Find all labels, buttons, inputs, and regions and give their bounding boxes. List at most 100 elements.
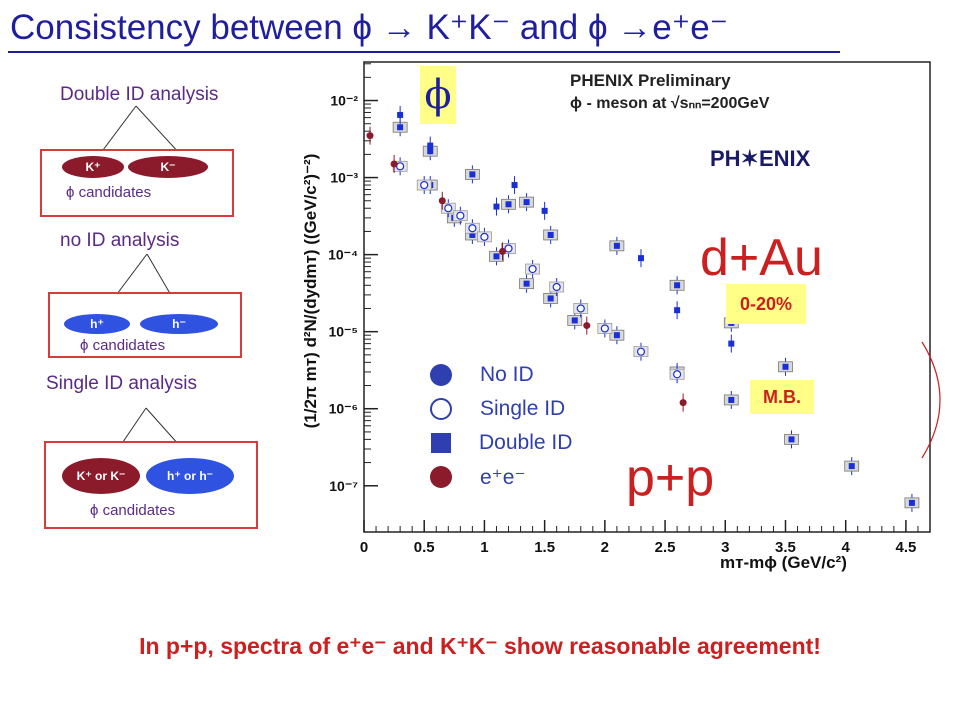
plot-area (363, 61, 931, 533)
page-title: Consistency between ϕ → K⁺K⁻ and ϕ →e⁺e⁻ (10, 8, 729, 47)
data-point (523, 199, 530, 206)
k-plus-pill: K⁺ (62, 156, 124, 178)
y-tick-label: 10⁻⁶ (329, 401, 358, 417)
data-point (613, 242, 620, 249)
hadron-either-pill: h⁺ or h⁻ (146, 458, 234, 494)
y-tick-label: 10⁻⁷ (329, 478, 358, 494)
filled-circle-red-icon (430, 466, 452, 488)
data-point (456, 211, 465, 220)
data-point (523, 280, 530, 287)
data-point (636, 347, 646, 356)
x-axis-label: mᴛ-mϕ (GeV/c²) (720, 553, 847, 572)
data-point (438, 197, 446, 205)
x-tick-label: 3.5 (775, 539, 796, 556)
double-id-heading: Double ID analysis (60, 84, 219, 105)
data-point (493, 203, 500, 210)
data-point (468, 224, 477, 233)
data-point (552, 282, 561, 292)
data-point (547, 231, 554, 238)
data-point (528, 264, 537, 274)
x-tick-label: 2.5 (655, 539, 676, 556)
centrality-0-20-tag: 0-20% (726, 284, 806, 324)
bracket-curve (921, 341, 941, 459)
data-point (397, 124, 404, 131)
data-point (547, 295, 554, 302)
data-point (674, 307, 681, 314)
legend-item-double-id: Double ID (430, 426, 572, 460)
open-circle-icon (430, 398, 452, 420)
data-point (788, 436, 795, 443)
data-point (728, 396, 735, 403)
data-point (480, 232, 489, 241)
plot-frame (363, 61, 931, 533)
double-id-candidates: ϕ candidates (66, 184, 152, 201)
phi-label: ϕ (420, 66, 456, 124)
data-point (397, 111, 404, 118)
data-point (541, 207, 548, 214)
data-point (782, 363, 789, 370)
data-point (674, 282, 681, 289)
series-open-circle (392, 157, 685, 384)
data-point (571, 317, 578, 324)
filled-circle-icon (430, 364, 452, 386)
k-minus-pill: K⁻ (128, 156, 208, 178)
x-tick-label: 1.5 (534, 539, 555, 556)
y-tick-label: 10⁻³ (330, 170, 358, 186)
data-point (848, 463, 855, 470)
x-tick-label: 1 (480, 539, 488, 556)
kaon-either-pill: K⁺ or K⁻ (62, 458, 140, 494)
data-point (679, 399, 687, 407)
y-tick-label: 10⁻² (330, 93, 358, 109)
data-point (908, 499, 915, 506)
data-point (505, 201, 512, 208)
title-underline (8, 51, 840, 53)
series-filled-circle-red (366, 126, 687, 412)
x-tick-label: 2 (601, 539, 609, 556)
phi-spectra-chart: 0 0.5 1 1.5 2 2.5 3 3.5 4 4.5 10⁻² 10⁻³ 10⁻⁴ 10⁻⁵ 10⁻⁶… (301, 61, 931, 572)
y-tick-label: 10⁻⁴ (328, 247, 358, 263)
phenix-logo: PH✶ENIX (710, 146, 811, 171)
data-point (498, 247, 506, 255)
data-point (427, 142, 434, 149)
data-point (600, 324, 609, 333)
legend-item-single-id: Single ID (430, 392, 572, 426)
double-id-tree (99, 105, 181, 154)
x-tick-label: 4.5 (895, 539, 916, 556)
h-minus-pill: h⁻ (140, 314, 218, 334)
data-point (469, 171, 476, 178)
pp-label: p+p (626, 449, 715, 507)
data-point (728, 340, 735, 347)
data-marks (366, 105, 920, 512)
data-point (444, 204, 453, 213)
y-axis-label: (1/2π mᴛ) d²N/(dydmᴛ) ((GeV/c²)⁻²) (301, 154, 320, 429)
data-point (673, 370, 682, 379)
x-tick-label: 0 (360, 539, 368, 556)
data-point (576, 304, 585, 313)
data-point (504, 244, 513, 253)
conclusion-note: In p+p, spectra of e⁺e⁻ and K⁺K⁻ show re… (139, 633, 821, 659)
no-id-candidates: ϕ candidates (80, 337, 166, 354)
x-tick-label: 0.5 (414, 539, 435, 556)
dau-label: d+Au (700, 229, 823, 287)
data-point (511, 182, 518, 189)
x-tick-label: 3 (721, 539, 729, 556)
no-id-heading: no ID analysis (60, 230, 180, 251)
series-square (397, 105, 735, 353)
legend: No ID Single ID Double ID e⁺e⁻ (430, 358, 572, 494)
data-point (420, 180, 429, 190)
centrality-mb-tag: M.B. (750, 380, 814, 414)
data-point (366, 132, 374, 140)
data-point (613, 332, 620, 339)
data-point (637, 255, 644, 262)
data-point (583, 322, 591, 330)
single-id-candidates: ϕ candidates (90, 502, 176, 519)
x-tick-label: 4 (842, 539, 851, 556)
phenix-line2: ϕ - meson at √sₙₙ=200GeV (570, 95, 770, 112)
legend-item-no-id: No ID (430, 358, 572, 392)
phenix-line1: PHENIX Preliminary (570, 71, 731, 90)
h-plus-pill: h⁺ (64, 314, 130, 334)
single-id-heading: Single ID analysis (46, 373, 198, 394)
axis-ticks: 0 0.5 1 1.5 2 2.5 3 3.5 4 4.5 10⁻² 10⁻³ 10⁻⁴ 10⁻⁵ 10⁻⁶… (328, 63, 919, 556)
y-tick-label: 10⁻⁵ (328, 324, 358, 340)
data-point (390, 160, 398, 168)
